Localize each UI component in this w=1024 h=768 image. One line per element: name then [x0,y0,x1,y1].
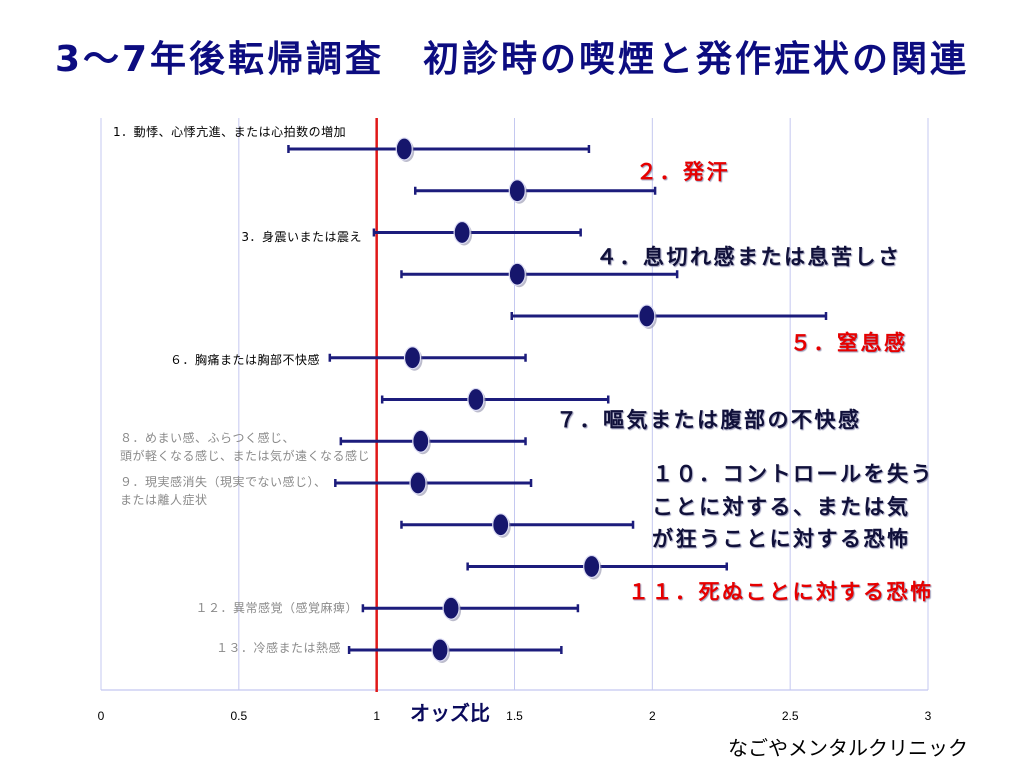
footer-clinic-name: なごやメンタルクリニック [728,736,968,760]
x-tick-label: 1 [373,709,380,723]
row-label-2: ２．発汗 [636,160,730,184]
row-label-6: ６．胸痛または胸部不快感 [170,352,320,368]
odds-ratio-marker [453,220,471,245]
odds-ratio-marker [395,137,413,161]
row-label-1: 1．動悸、心悸亢進、または心拍数の増加 [113,124,346,140]
row-label-text: または離人症状 [120,493,208,507]
row-label-4: ４．息切れ感または息苦しさ [596,245,902,269]
odds-ratio-marker [508,179,526,203]
row-label-text: 頭が軽くなる感じ、または気が遠くなる感じ [120,449,371,463]
row-label-3: 3．身震いまたは震え [241,229,362,245]
odds-ratio-marker [442,596,460,620]
row-label-7: ７．嘔気または腹部の不快感 [556,408,862,432]
row-label-text: 1．動悸、心悸亢進、または心拍数の増加 [113,125,347,139]
row-label-8: ８．めまい感、ふらつく感じ、 頭が軽くなる感じ、または気が遠くなる感じ [120,429,370,465]
odds-ratio-marker [403,346,422,370]
odds-ratio-marker [412,429,430,453]
row-label-9: ９．現実感消失（現実でない感じ）、 または離人症状 [120,473,327,509]
page-title: 3〜7年後転帰調査 初診時の喫煙と発作症状の関連 [54,39,970,80]
row-label-text: ５．窒息感 [790,331,908,355]
odds-ratio-marker [508,262,526,286]
x-tick-label: 2 [649,709,656,723]
x-tick-label: 2.5 [782,709,799,723]
row-label-13: １３．冷感または熱感 [216,640,341,656]
row-label-text: ことに対する、または気 [652,494,911,519]
x-tick-label: 0.5 [230,709,247,723]
odds-ratio-marker [492,513,510,537]
row-label-text: ８．めまい感、ふらつく感じ、 [120,431,296,445]
row-label-text: ９．現実感消失（現実でない感じ）、 [120,475,327,489]
row-label-text: ４．息切れ感または息苦しさ [596,245,902,269]
x-tick-label: 3 [925,709,932,723]
row-label-text: １０．コントロールを失う [652,462,934,486]
odds-ratio-marker [467,387,485,412]
row-label-10: １０．コントロールを失う ことに対する、または気 が狂うことに対する恐怖 [652,458,934,556]
row-label-text: ７．嘔気または腹部の不快感 [556,408,862,432]
x-tick-label: 0 [98,709,105,723]
x-axis-label: オッズ比 [410,701,490,725]
row-label-text: １１．死ぬことに対する恐怖 [628,580,934,604]
row-label-text: １２．異常感覚（感覚麻痺） [195,601,358,615]
odds-ratio-marker [583,554,601,579]
row-label-text: ２．発汗 [636,160,730,184]
row-label-text: ６．胸痛または胸部不快感 [169,353,320,367]
row-label-text: １３．冷感または熱感 [215,641,341,655]
odds-ratio-marker [431,638,449,662]
row-label-11: １１．死ぬことに対する恐怖 [628,580,934,604]
odds-ratio-marker [409,471,427,495]
odds-ratio-marker [638,304,656,328]
row-label-5: ５．窒息感 [790,331,908,355]
x-tick-label: 1.5 [506,709,523,723]
row-label-text: 3．身震いまたは震え [241,230,362,244]
row-label-12: １２．異常感覚（感覚麻痺） [195,600,358,616]
row-label-text: が狂うことに対する恐怖 [652,527,911,551]
